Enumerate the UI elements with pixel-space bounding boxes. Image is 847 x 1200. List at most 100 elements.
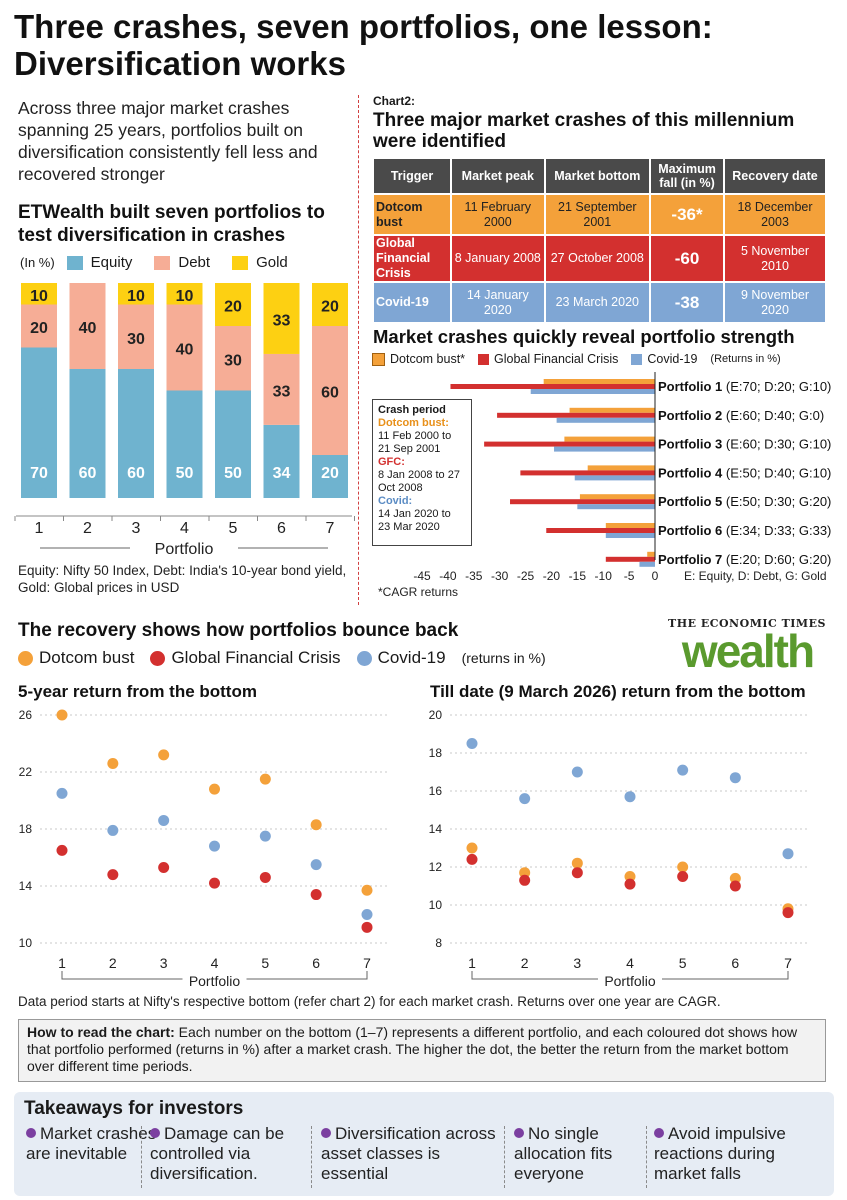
legend-swatch-equity [66,255,83,270]
bar-segment-debt [263,353,300,425]
cell-trigger: Dotcom bust [374,195,450,234]
takeaway-divider [504,1126,505,1188]
x-tick-label: 6 [312,955,320,971]
y-tick-label: 10 [19,936,33,950]
x-tick-label: 3 [573,955,581,971]
bar-segment-equity [69,369,106,498]
y-tick-label: 26 [19,708,33,722]
bar-segment-debt [21,304,57,348]
bar-value-label: 20 [321,299,339,316]
bar-value-label: 20 [224,299,242,316]
bar-covid [554,446,655,452]
bar-value-label: 34 [273,465,291,482]
portfolio-label: Portfolio 4 (E:50; D:40; G:10) [658,465,831,480]
y-tick-label: 12 [429,860,443,874]
point-gfc [259,871,271,883]
table-row: Covid-19 14 January 2020 23 March 2020 -… [374,283,825,322]
point-dotcom [624,871,636,882]
point-gfc [107,869,119,881]
scatter-right-title: Till date (9 March 2026) return from the… [430,682,806,701]
bar-value-label: 70 [30,465,48,482]
bar-segment-gold [118,283,154,305]
x-tick-label: 4 [211,955,219,971]
x-tick-label: 1 [468,955,476,971]
point-covid [310,859,322,871]
point-gfc [729,880,741,892]
intro-text: Across three major market crashes spanni… [18,98,318,184]
portfolio-label: Portfolio 7 (E:20; D:60; G:20) [658,552,831,567]
legend-label-dotcom: Dotcom bust* [390,352,466,366]
legend-label-dotcom: Dotcom bust [39,648,135,667]
y-tick-label: 14 [19,879,33,893]
legend-label-debt: Debt [178,254,211,271]
crash-period-title: Crash period [378,404,446,416]
point-gfc [624,878,636,890]
point-gfc [209,877,220,889]
bullet-icon [321,1128,331,1138]
x-tick-label: -30 [491,569,509,583]
x-tick-label: -45 [413,569,431,583]
bar-segment-gold [215,283,251,326]
legend-label-gfc: Global Financial Crisis [171,648,341,667]
crash-returns-chart: Portfolio 1 (E:70; D:20; G:10) Portfolio … [378,372,831,599]
page-title: Three crashes, seven portfolios, one les… [14,8,834,82]
point-dotcom [158,749,170,761]
bar-value-label: 40 [79,320,97,337]
portfolio-label: Portfolio 1 (E:70; D:20; G:10) [658,379,831,394]
portfolio-label: Portfolio 2 (E:60; D:40; G:0) [658,408,824,423]
bar-value-label: 50 [224,465,242,482]
point-gfc [466,853,478,865]
bar-covid [605,533,655,538]
point-covid [624,791,636,803]
point-gfc [310,889,322,901]
point-dotcom [107,757,119,769]
bar-segment-debt [166,304,203,391]
x-tick-label: 2 [109,955,117,971]
point-dotcom [729,872,741,884]
x-tick-label: 0 [652,569,659,583]
point-dotcom [519,867,531,879]
takeaway-text: Diversification across asset classes is … [321,1124,496,1183]
table-row: Global Financial Crisis 8 January 2008 2… [374,236,825,281]
bar-dotcom [579,494,655,500]
col-bottom: Market bottom [545,159,650,193]
takeaway-text: Market crashes are inevitable [26,1124,157,1163]
x-axis-title: Portfolio [155,541,214,558]
y-tick-label: 18 [19,822,33,836]
bar-value-label: 20 [321,465,339,482]
bar-gfc [605,556,655,562]
x-tick-label: -35 [465,569,483,583]
legend-label-gold: Gold [256,254,288,271]
portfolio-label: Portfolio 6 (E:34; D:33; G:33) [658,523,831,538]
crash-table-header: Trigger Market peak Market bottom Maximu… [374,159,825,193]
legend-swatch-dotcom [372,352,385,366]
recovery-title: The recovery shows how portfolios bounce… [18,620,459,641]
chart2-label: Chart2: [373,94,416,108]
portfolio-label: Portfolio 5 (E:50; D:30; G:20) [658,494,831,509]
takeaway-item: Avoid impulsive reactions during market … [654,1124,829,1184]
takeaway-item: No single allocation fits everyone [514,1124,644,1184]
bar-covid [577,504,655,510]
chart1-title: ETWealth built seven portfolios to test … [18,202,325,246]
takeaway-text: No single allocation fits everyone [514,1124,613,1183]
point-gfc [519,874,531,886]
x-tick-label: 6 [731,955,739,971]
bar-value-label: 20 [30,320,48,337]
point-gfc [677,871,689,882]
point-dotcom [310,819,322,831]
point-dotcom [571,857,583,869]
x-tick-label: -10 [595,569,613,583]
point-covid [361,909,373,920]
bar-segment-equity [166,390,203,498]
bar-segment-equity [118,369,154,498]
how-to-read-text: Each number on the bottom (1–7) represen… [27,1024,798,1074]
legend-dot-gfc [150,650,166,666]
point-gfc [361,921,373,933]
x-tick-label: 4 [180,520,189,537]
bar-dotcom [543,379,655,384]
point-covid [259,830,271,842]
point-gfc [56,844,68,856]
x-tick-label: 2 [521,955,529,971]
point-covid [209,840,220,852]
point-dotcom [361,884,373,896]
